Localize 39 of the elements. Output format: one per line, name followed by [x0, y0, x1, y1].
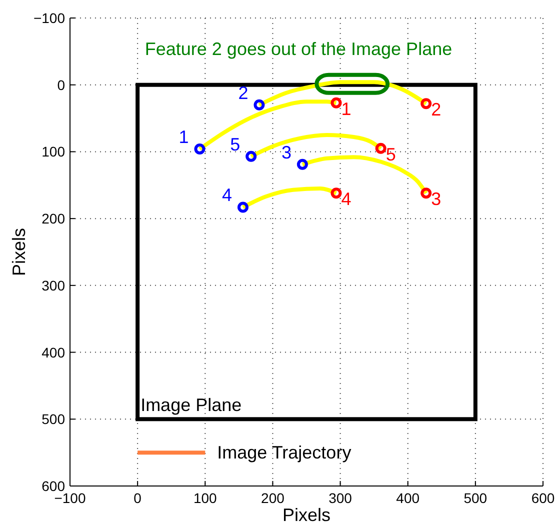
point — [237, 202, 248, 213]
point — [246, 150, 257, 162]
x-tick-label: 600 — [531, 490, 555, 506]
point — [330, 97, 342, 108]
point — [194, 144, 206, 155]
y-tick-label: 400 — [42, 344, 66, 360]
annotation: 2 — [431, 100, 442, 120]
y-tick-label: 500 — [42, 411, 66, 428]
annotation: Feature 2 goes out of the Image Plane — [144, 39, 452, 59]
y-tick-label: −100 — [33, 10, 66, 26]
annotation: 5 — [386, 144, 396, 164]
annotation: 1 — [178, 127, 189, 148]
annotation: 1 — [341, 98, 352, 119]
annotation: 4 — [341, 189, 352, 210]
y-tick-label: 200 — [42, 210, 66, 227]
y-tick-label: 300 — [42, 277, 66, 294]
x-tick-label: 200 — [261, 490, 285, 506]
x-tick-label: 0 — [134, 490, 142, 506]
point — [254, 99, 265, 110]
point — [296, 158, 308, 170]
x-tick-label: 300 — [328, 490, 352, 506]
point — [330, 188, 342, 199]
x-tick-label: 500 — [464, 490, 488, 506]
annotation: 3 — [281, 142, 292, 162]
x-tick-label: 400 — [396, 490, 420, 506]
y-axis-title: Pixels — [9, 228, 29, 276]
point — [420, 98, 432, 110]
annotation: 3 — [431, 189, 442, 210]
x-axis-title: Pixels — [282, 505, 331, 522]
y-tick-label: 100 — [42, 144, 66, 160]
annotation: 2 — [238, 82, 248, 103]
x-tick-label: 100 — [193, 490, 218, 506]
annotation: Image Plane — [140, 395, 242, 416]
y-tick-label: 0 — [57, 76, 66, 93]
series-label: Image Trajectory — [217, 442, 352, 463]
point — [420, 188, 432, 199]
point — [375, 142, 386, 154]
annotation: 5 — [230, 134, 240, 154]
annotation: 4 — [222, 185, 232, 206]
